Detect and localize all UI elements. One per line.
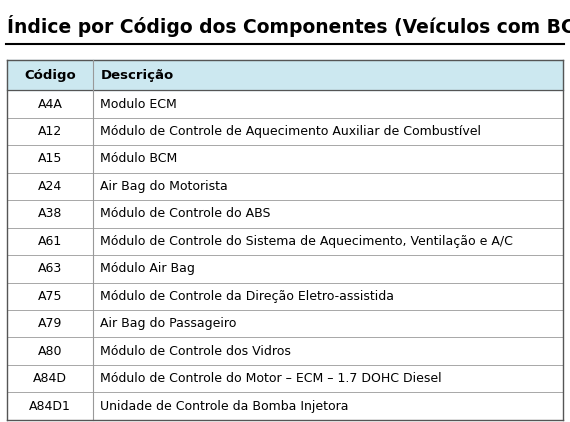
Bar <box>7 145 93 173</box>
Bar <box>93 118 563 145</box>
Bar <box>7 60 93 90</box>
Bar <box>93 392 563 420</box>
Text: Módulo BCM: Módulo BCM <box>100 152 178 165</box>
Bar <box>93 338 563 365</box>
Bar <box>7 227 93 255</box>
Text: Código: Código <box>24 69 76 81</box>
Text: Air Bag do Passageiro: Air Bag do Passageiro <box>100 317 237 330</box>
Bar <box>93 255 563 283</box>
Bar <box>93 60 563 90</box>
Text: A75: A75 <box>38 290 62 303</box>
Bar <box>7 173 93 200</box>
Text: Índice por Código dos Componentes (Veículos com BCM) (2009): Índice por Código dos Componentes (Veícu… <box>7 15 570 37</box>
Bar <box>7 283 93 310</box>
Bar <box>7 90 93 118</box>
Bar <box>93 200 563 227</box>
Bar <box>7 392 93 420</box>
Text: A15: A15 <box>38 152 62 165</box>
Text: Módulo de Controle de Aquecimento Auxiliar de Combustível: Módulo de Controle de Aquecimento Auxili… <box>100 125 482 138</box>
Bar <box>7 255 93 283</box>
Bar <box>93 90 563 118</box>
Text: A84D1: A84D1 <box>29 400 71 413</box>
Text: A4A: A4A <box>38 97 62 111</box>
Text: Modulo ECM: Modulo ECM <box>100 97 177 111</box>
Text: Descrição: Descrição <box>100 69 174 81</box>
Text: Módulo de Controle da Direção Eletro-assistida: Módulo de Controle da Direção Eletro-ass… <box>100 290 394 303</box>
Text: A24: A24 <box>38 180 62 193</box>
Text: Módulo de Controle do ABS: Módulo de Controle do ABS <box>100 207 271 220</box>
Text: A63: A63 <box>38 262 62 275</box>
Bar <box>93 310 563 338</box>
Text: Unidade de Controle da Bomba Injetora: Unidade de Controle da Bomba Injetora <box>100 400 349 413</box>
Text: Módulo de Controle do Sistema de Aquecimento, Ventilação e A/C: Módulo de Controle do Sistema de Aquecim… <box>100 235 514 248</box>
Text: Módulo de Controle dos Vidros: Módulo de Controle dos Vidros <box>100 345 291 358</box>
Bar <box>93 173 563 200</box>
Text: A12: A12 <box>38 125 62 138</box>
Bar <box>93 227 563 255</box>
Text: Módulo Air Bag: Módulo Air Bag <box>100 262 196 275</box>
Bar <box>7 338 93 365</box>
Text: Módulo de Controle do Motor – ECM – 1.7 DOHC Diesel: Módulo de Controle do Motor – ECM – 1.7 … <box>100 372 442 385</box>
Text: A84D: A84D <box>33 372 67 385</box>
Bar <box>7 365 93 392</box>
Bar <box>7 118 93 145</box>
Bar <box>7 310 93 338</box>
Bar <box>93 145 563 173</box>
Bar <box>93 365 563 392</box>
Text: A61: A61 <box>38 235 62 248</box>
Text: A80: A80 <box>38 345 62 358</box>
Bar <box>93 283 563 310</box>
Text: A79: A79 <box>38 317 62 330</box>
Text: A38: A38 <box>38 207 62 220</box>
Text: Air Bag do Motorista: Air Bag do Motorista <box>100 180 228 193</box>
Bar <box>7 200 93 227</box>
